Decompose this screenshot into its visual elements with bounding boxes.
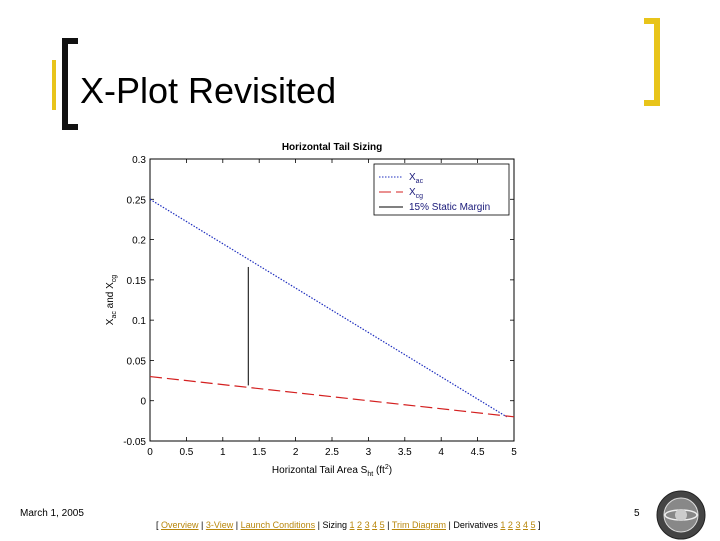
nav-separator: | xyxy=(384,520,392,530)
nav-link-derivatives-1[interactable]: 1 xyxy=(500,520,506,530)
nav-separator: | xyxy=(198,520,206,530)
left-bracket-bottom-serif xyxy=(62,124,78,130)
right-bracket-bottom-serif xyxy=(644,100,660,106)
x-axis-ticks: 0 0.5 1 1.5 2 2.5 3 3.5 4 4.5 5 xyxy=(147,159,517,458)
page-number: 5 xyxy=(634,508,640,519)
nav-separator: | xyxy=(315,520,323,530)
nav-link-sizing-4[interactable]: 4 xyxy=(372,520,378,530)
left-bracket-top-serif xyxy=(62,38,78,44)
nav-link-overview[interactable]: Overview xyxy=(161,520,199,530)
x-tick-label: 4.5 xyxy=(471,447,485,458)
series-line-x-cg xyxy=(149,375,515,418)
x-tick-label: 0.5 xyxy=(179,447,193,458)
y-tick-label: 0.15 xyxy=(127,276,147,287)
x-tick-label: 2.5 xyxy=(325,447,339,458)
series-layer xyxy=(149,198,515,418)
nav-sizing-label: Sizing xyxy=(322,520,347,530)
x-tick-label: 3.5 xyxy=(398,447,412,458)
nav-link-sizing-1[interactable]: 1 xyxy=(349,520,355,530)
nav-link-launch-conditions[interactable]: Launch Conditions xyxy=(240,520,316,530)
nav-link-sizing-2[interactable]: 2 xyxy=(357,520,363,530)
y-tick-label: 0.2 xyxy=(132,236,146,247)
legend-label: Xac xyxy=(409,172,424,185)
x-tick-label: 2 xyxy=(293,447,299,458)
nav-separator: | xyxy=(446,520,454,530)
nav-link-derivatives-5[interactable]: 5 xyxy=(530,520,536,530)
y-tick-label: -0.05 xyxy=(123,437,146,448)
left-gold-bracket-stem xyxy=(52,60,56,110)
legend: Xac Xcg 15% Static Margin xyxy=(373,163,510,216)
y-axis-label: Xac and Xcg xyxy=(105,275,118,326)
nav-link-sizing-5[interactable]: 5 xyxy=(379,520,385,530)
nav-open-bracket: [ xyxy=(156,520,162,530)
y-tick-label: 0.25 xyxy=(127,195,147,206)
slide-title: X-Plot Revisited xyxy=(80,70,337,111)
y-tick-label: 0.05 xyxy=(127,356,147,367)
nav-link-3-view[interactable]: 3-View xyxy=(205,520,234,530)
x-tick-label: 0 xyxy=(147,447,153,458)
y-tick-label: 0 xyxy=(140,397,146,408)
legend-entries: Xac Xcg 15% Static Margin xyxy=(379,172,490,213)
legend-label: 15% Static Margin xyxy=(409,202,490,213)
nav-close-bracket: ] xyxy=(535,520,541,530)
y-tick-label: 0.1 xyxy=(132,316,146,327)
x-tick-label: 1.5 xyxy=(252,447,266,458)
right-bracket-top-serif xyxy=(644,18,660,24)
navigation-bar: [ Overview | 3-View | Launch Conditions … xyxy=(156,520,541,530)
aerospace-engineering-seal-logo xyxy=(656,490,706,540)
slide-date: March 1, 2005 xyxy=(20,508,84,519)
nav-link-sizing-3[interactable]: 3 xyxy=(364,520,370,530)
series-line-x-ac xyxy=(149,198,508,418)
nav-derivatives-label: Derivatives xyxy=(453,520,498,530)
x-tick-label: 4 xyxy=(438,447,444,458)
chart-title: Horizontal Tail Sizing xyxy=(282,142,382,153)
x-tick-label: 1 xyxy=(220,447,226,458)
y-tick-label: 0.3 xyxy=(132,155,146,166)
legend-label: Xcg xyxy=(409,187,423,200)
right-bracket-stem xyxy=(654,18,660,106)
nav-link-trim-diagram[interactable]: Trim Diagram xyxy=(391,520,447,530)
nav-link-derivatives-2[interactable]: 2 xyxy=(507,520,513,530)
x-tick-label: 3 xyxy=(366,447,372,458)
nav-link-derivatives-4[interactable]: 4 xyxy=(522,520,528,530)
left-bracket-stem xyxy=(62,38,68,130)
y-axis-ticks: -0.05 0 0.05 0.1 0.15 0.2 0.25 0.3 xyxy=(123,155,514,448)
nav-link-derivatives-3[interactable]: 3 xyxy=(515,520,521,530)
x-axis-label: Horizontal Tail Area Sht (ft2) xyxy=(272,464,392,478)
nav-separator: | xyxy=(233,520,241,530)
x-tick-label: 5 xyxy=(511,447,517,458)
